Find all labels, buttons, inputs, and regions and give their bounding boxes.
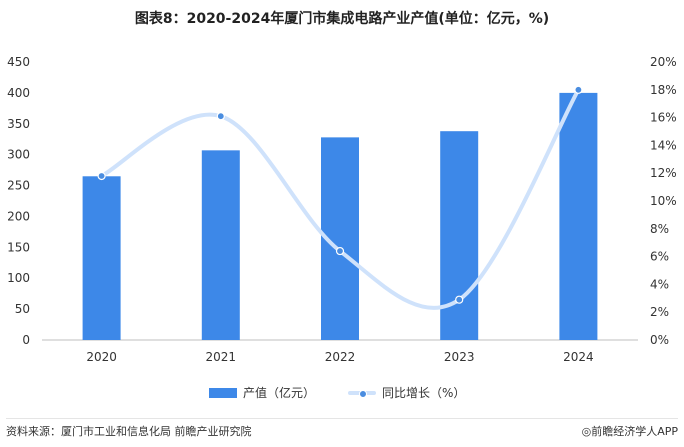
right-axis-tick-label: 10% <box>650 194 677 208</box>
source-note: 资料来源：厦门市工业和信息化局 前瞻产业研究院 <box>6 425 252 438</box>
left-axis-tick-label: 350 <box>7 117 30 131</box>
growth-point <box>335 246 345 256</box>
x-axis-tick-label: 2020 <box>86 350 117 364</box>
right-axis-tick-label: 4% <box>650 277 669 291</box>
left-axis-tick-label: 150 <box>7 240 30 254</box>
legend-label-output: 产值（亿元） <box>243 386 316 400</box>
right-axis-tick-label: 16% <box>650 111 677 125</box>
legend-bar-swatch <box>209 387 237 398</box>
growth-point <box>97 171 106 181</box>
right-axis-tick-label: 20% <box>650 55 677 69</box>
left-axis-tick-label: 100 <box>7 271 30 285</box>
growth-point <box>216 112 225 121</box>
x-axis-tick-label: 2024 <box>563 350 594 364</box>
right-axis-tick-label: 14% <box>650 138 677 152</box>
right-axis-tick-label: 18% <box>650 83 677 97</box>
left-axis-tick-label: 300 <box>7 148 30 162</box>
legend-label-growth: 同比增长（%） <box>382 386 466 400</box>
left-axis-tick-label: 450 <box>7 55 30 69</box>
bar <box>440 131 479 340</box>
legend-item-output: 产值（亿元） <box>209 384 315 401</box>
x-axis-tick-label: 2022 <box>325 350 356 364</box>
left-axis-tick-label: 200 <box>7 209 30 223</box>
left-axis-tick-label: 400 <box>7 86 30 100</box>
left-axis-tick-label: 50 <box>15 302 30 316</box>
right-axis-tick-label: 2% <box>650 305 669 319</box>
growth-point <box>574 85 583 94</box>
legend-line-swatch <box>348 388 376 398</box>
bar <box>201 150 240 340</box>
right-axis-tick-label: 12% <box>650 166 677 180</box>
growth-point <box>455 295 464 304</box>
right-axis-tick-label: 6% <box>650 250 669 264</box>
x-axis-tick-label: 2023 <box>444 350 475 364</box>
left-axis-tick-label: 250 <box>7 179 30 193</box>
right-axis-tick-label: 0% <box>650 333 669 347</box>
bar <box>559 92 598 340</box>
legend-item-growth: 同比增长（%） <box>348 384 465 401</box>
left-axis-tick-label: 0 <box>22 333 30 347</box>
legend: 产值（亿元） 同比增长（%） <box>0 384 684 402</box>
chart-title: 图表8：2020-2024年厦门市集成电路产业产值(单位：亿元，%) <box>134 11 550 27</box>
right-axis-tick-label: 8% <box>650 222 669 236</box>
brand-label: ◎前瞻经济学人APP <box>581 425 678 438</box>
x-axis-tick-label: 2021 <box>206 350 237 364</box>
bar <box>82 176 121 340</box>
footer: 资料来源：厦门市工业和信息化局 前瞻产业研究院 ◎前瞻经济学人APP <box>6 418 678 443</box>
